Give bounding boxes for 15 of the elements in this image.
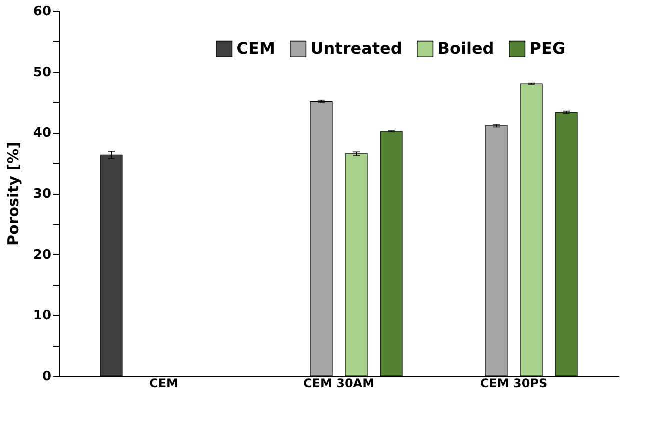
y-tick-label: 10 [33,308,52,324]
y-tick-label: 40 [33,126,52,142]
legend-label: Boiled [438,39,494,58]
x-tick-label: CEM 30AM [303,376,375,390]
legend-label: Untreated [310,39,402,58]
x-tick-label: CEM [150,376,178,390]
y-axis-title: Porosity [%] [4,142,22,246]
y-tick-label: 30 [33,187,52,202]
y-tick-label: 50 [33,65,52,80]
y-tick-label: 0 [42,370,52,384]
x-tick-label: CEM 30PS [480,376,548,390]
legend-label: PEG [530,39,566,58]
legend-label: CEM [236,39,276,58]
y-tick-label: 20 [33,248,52,263]
y-tick-label: 60 [33,4,52,20]
